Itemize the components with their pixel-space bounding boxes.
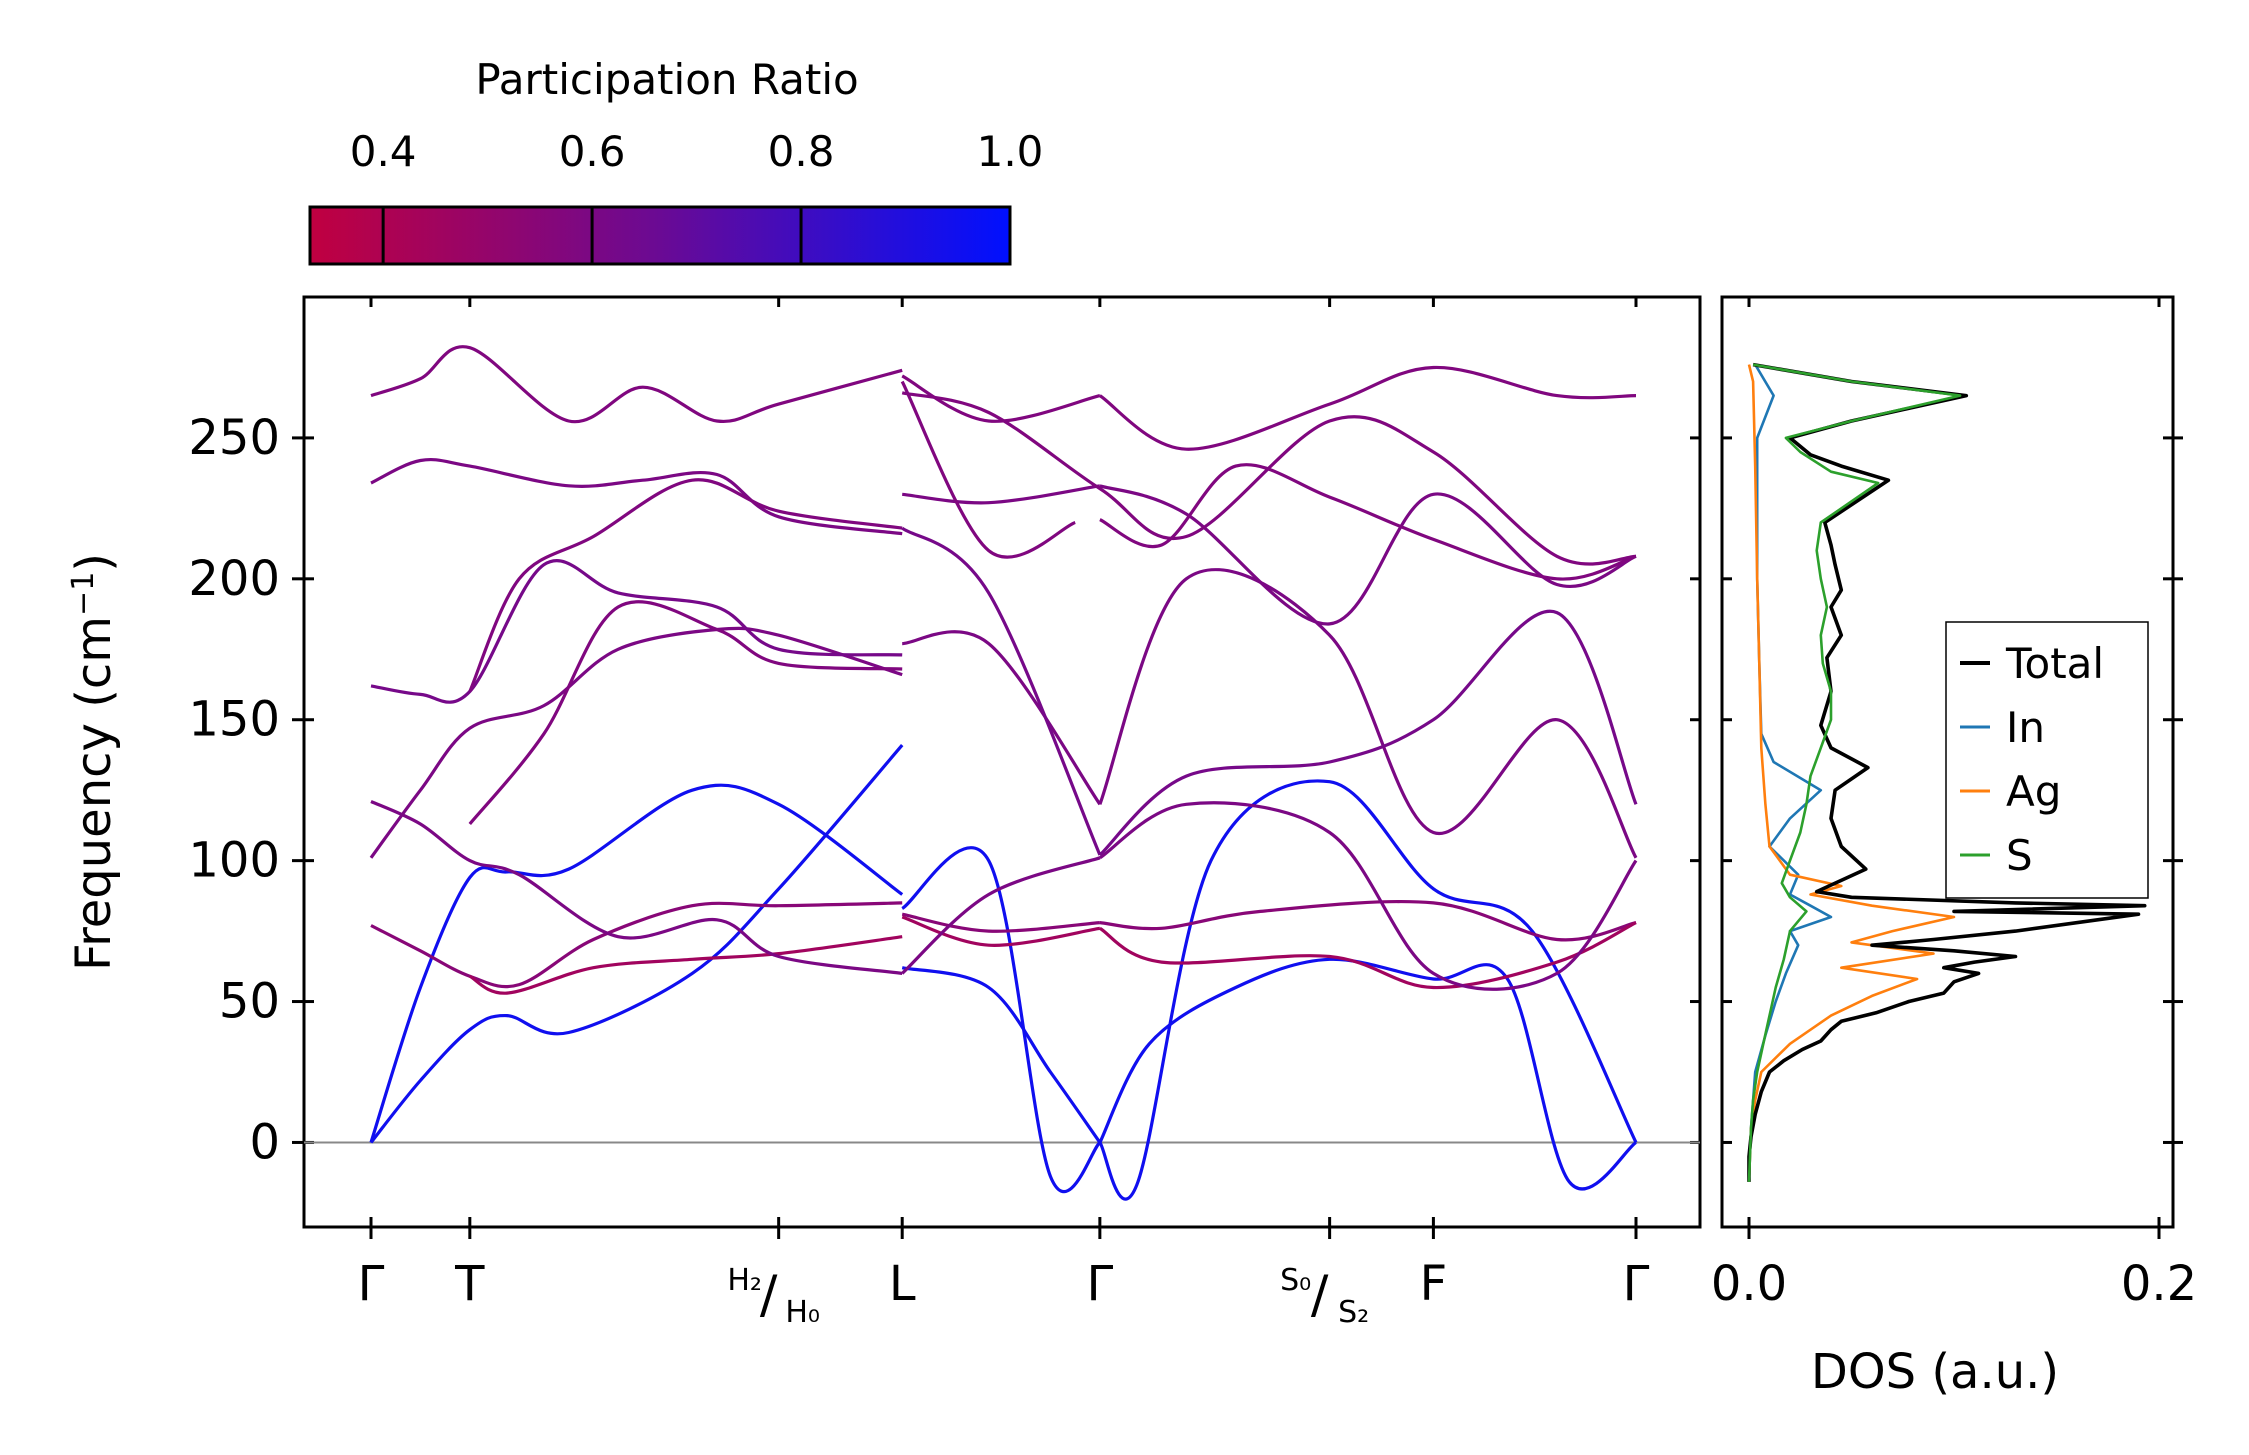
band-optic-1-segment-0 xyxy=(370,901,903,989)
band-optic-4-segment-0 xyxy=(369,626,903,859)
x-tick-sublabel-left: S₀ xyxy=(1280,1263,1311,1298)
band-optic-2-segment-1 xyxy=(901,915,1101,947)
dos-x-ticks: 0.0 0.2 xyxy=(1711,297,2197,1312)
x-tick-sublabel-left: H₂ xyxy=(727,1263,762,1298)
dos-x-tick-label: 0.2 xyxy=(2121,1256,2197,1312)
band-optic-7-segment-0 xyxy=(370,345,903,424)
band-optic-5-segment-1 xyxy=(901,526,1102,856)
dos-curves xyxy=(1747,362,2147,1182)
band-acoustic-1-segment-1 xyxy=(901,966,1102,1144)
band-optic-9-segment-0 xyxy=(468,600,903,826)
band-optic-3-segment-2 xyxy=(1099,801,1638,991)
band-optic-9-segment-1 xyxy=(900,380,1076,559)
colorbar-tick-label: 0.4 xyxy=(350,127,417,176)
phonon-bands xyxy=(369,345,1638,1201)
band-optic-8-segment-0 xyxy=(468,478,903,693)
dos-curve-total xyxy=(1747,362,2147,1182)
dos-curve-s xyxy=(1747,363,1962,1182)
y-axis-label: Frequency (cm−1) xyxy=(66,553,123,971)
colorbar-tick-label: 0.6 xyxy=(559,127,626,176)
y-tick-label: 50 xyxy=(219,974,280,1030)
legend-entries: Total In Ag S xyxy=(1960,639,2104,880)
band-acoustic-2-segment-2 xyxy=(1098,779,1638,1201)
colorbar-tick-label: 0.8 xyxy=(768,127,835,176)
legend: Total In Ag S xyxy=(1945,621,2149,899)
y-axis-ticks: 0 50 100 150 200 250 xyxy=(188,410,1700,1170)
band-plot-frame xyxy=(302,295,1702,1229)
band-optic-6-segment-1 xyxy=(902,484,1101,505)
band-acoustic-1-segment-2 xyxy=(1098,957,1637,1191)
x-tick-separator: / xyxy=(760,1265,778,1325)
x-tick-sublabel-right: S₂ xyxy=(1338,1295,1369,1330)
x-tick-separator: / xyxy=(1311,1265,1329,1325)
band-optic-1-segment-2 xyxy=(1099,899,1637,942)
dos-plot-frame xyxy=(1720,295,2175,1229)
y-tick-label: 100 xyxy=(188,833,280,889)
band-optic-6-segment-2 xyxy=(1099,484,1637,626)
colorbar: Participation Ratio 0.4 0.6 0.8 1.0 xyxy=(308,55,1044,266)
x-axis-ticks: Γ T H₂/H₀L Γ S₀ / S₂F Γ xyxy=(358,297,1650,1330)
band-optic-2-segment-2 xyxy=(1099,921,1637,990)
x-tick-label: L xyxy=(889,1256,916,1312)
dos-curve-ag xyxy=(1747,364,1956,1182)
band-optic-9-segment-2 xyxy=(1099,463,1637,581)
band-optic-1-segment-1 xyxy=(901,912,1101,933)
y-tick-label: 0 xyxy=(249,1114,280,1170)
x-tick-label: F xyxy=(1420,1256,1448,1312)
band-optic-4-segment-1 xyxy=(902,630,1102,806)
band-acoustic-1-segment-0 xyxy=(369,744,904,1144)
band-optic-5-segment-2 xyxy=(1098,609,1638,857)
y-tick-label: 150 xyxy=(188,692,280,748)
x-tick-sublabel-right: H₀ xyxy=(785,1295,820,1330)
dos-curve-in xyxy=(1747,363,1833,1182)
x-tick-label: Γ xyxy=(1623,1256,1650,1312)
x-tick-label: Γ xyxy=(1086,1256,1113,1312)
dos-x-tick-label: 0.0 xyxy=(1711,1256,1787,1312)
band-optic-4-segment-2 xyxy=(1098,568,1638,859)
colorbar-title: Participation Ratio xyxy=(475,55,858,104)
band-optic-7-segment-1 xyxy=(901,374,1101,423)
legend-label-in: In xyxy=(2006,703,2045,752)
x-tick-label-composite: H₂/H₀ xyxy=(727,1263,820,1330)
band-optic-2-segment-0 xyxy=(468,935,903,995)
legend-label-total: Total xyxy=(2005,639,2104,688)
dos-panel: 0.0 0.2 DOS (a.u.) Total In Ag S xyxy=(1711,295,2197,1400)
band-acoustic-2-segment-1 xyxy=(901,846,1102,1194)
legend-label-ag: Ag xyxy=(2006,767,2061,816)
band-acoustic-2-segment-0 xyxy=(369,783,904,1143)
colorbar-ticks: 0.4 0.6 0.8 1.0 xyxy=(350,127,1044,264)
legend-frame xyxy=(1945,621,2149,899)
y-tick-label: 200 xyxy=(188,551,280,607)
x-tick-label: T xyxy=(454,1256,485,1312)
band-optic-6-segment-0 xyxy=(370,457,903,536)
band-optic-5-segment-0 xyxy=(370,559,903,704)
band-optic-3-segment-0 xyxy=(370,800,903,975)
band-optic-3-segment-1 xyxy=(901,856,1101,975)
x-tick-label: Γ xyxy=(358,1256,385,1312)
dos-x-axis-label: DOS (a.u.) xyxy=(1811,1344,2059,1400)
band-optic-7-segment-2 xyxy=(1098,365,1637,451)
colorbar-tick-label: 1.0 xyxy=(977,127,1044,176)
legend-label-s: S xyxy=(2006,831,2033,880)
dos-y-ticks xyxy=(1722,436,2183,1144)
x-tick-label-composite: S₀ / S₂ xyxy=(1280,1263,1369,1330)
y-tick-label: 250 xyxy=(188,410,280,466)
colorbar-gradient xyxy=(308,205,1012,266)
